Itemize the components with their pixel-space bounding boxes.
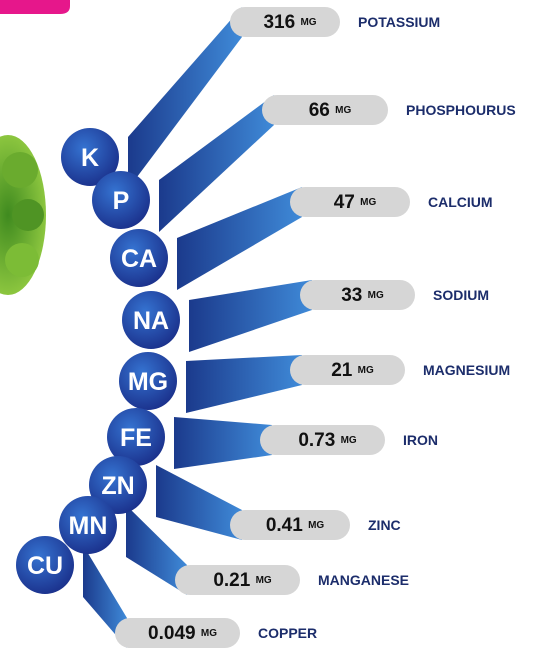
mineral-name: CALCIUM [428, 194, 493, 210]
value-unit: MG [201, 628, 217, 639]
value-number: 66 [309, 100, 330, 121]
value-unit: MG [368, 290, 384, 301]
infographic: 316 MG POTASSIUM 66 MG PHOSPHOURUS 47 MG CALC… [0, 0, 542, 659]
value-number: 47 [334, 192, 355, 213]
mineral-name: MAGNESIUM [423, 362, 510, 378]
value-number: 316 [263, 12, 295, 33]
ribbon [189, 280, 312, 352]
value-number: 0.21 [213, 570, 250, 591]
value-number: 33 [341, 285, 362, 306]
value-unit: MG [341, 435, 357, 446]
value-number: 21 [331, 360, 353, 381]
symbol: NA [133, 307, 169, 335]
value-unit: MG [308, 520, 324, 531]
mineral-name: IRON [403, 432, 438, 448]
mineral-name: COPPER [258, 625, 317, 641]
symbol: K [81, 144, 99, 172]
symbol: ZN [101, 472, 134, 500]
tag [0, 0, 70, 14]
mineral-name: SODIUM [433, 287, 489, 303]
symbol: P [113, 187, 130, 215]
symbol: FE [120, 424, 152, 452]
broccoli [0, 135, 46, 295]
ribbon [174, 417, 272, 469]
symbol: MN [69, 512, 108, 540]
page: {"items": [ {"symbol": "K", "value": 316… [0, 0, 542, 659]
value-number: 0.41 [266, 515, 303, 536]
symbol: CU [27, 552, 63, 580]
value-unit: MG [335, 105, 351, 116]
symbol: MG [128, 368, 168, 396]
ribbon [156, 465, 242, 540]
mineral-name: PHOSPHOURUS [406, 102, 516, 118]
value-unit: MG [256, 575, 272, 586]
mineral-name: POTASSIUM [358, 14, 440, 30]
value-number: 0.049 [148, 623, 196, 644]
mineral-name: MANGANESE [318, 572, 409, 588]
symbol: CA [121, 245, 157, 273]
value-unit: MG [358, 365, 374, 376]
mineral-name: ZINC [368, 517, 401, 533]
value-number: 0.73 [298, 430, 335, 451]
value-unit: MG [300, 17, 316, 28]
value-unit: MG [360, 197, 376, 208]
ribbon [186, 355, 302, 413]
ribbon [177, 187, 302, 290]
